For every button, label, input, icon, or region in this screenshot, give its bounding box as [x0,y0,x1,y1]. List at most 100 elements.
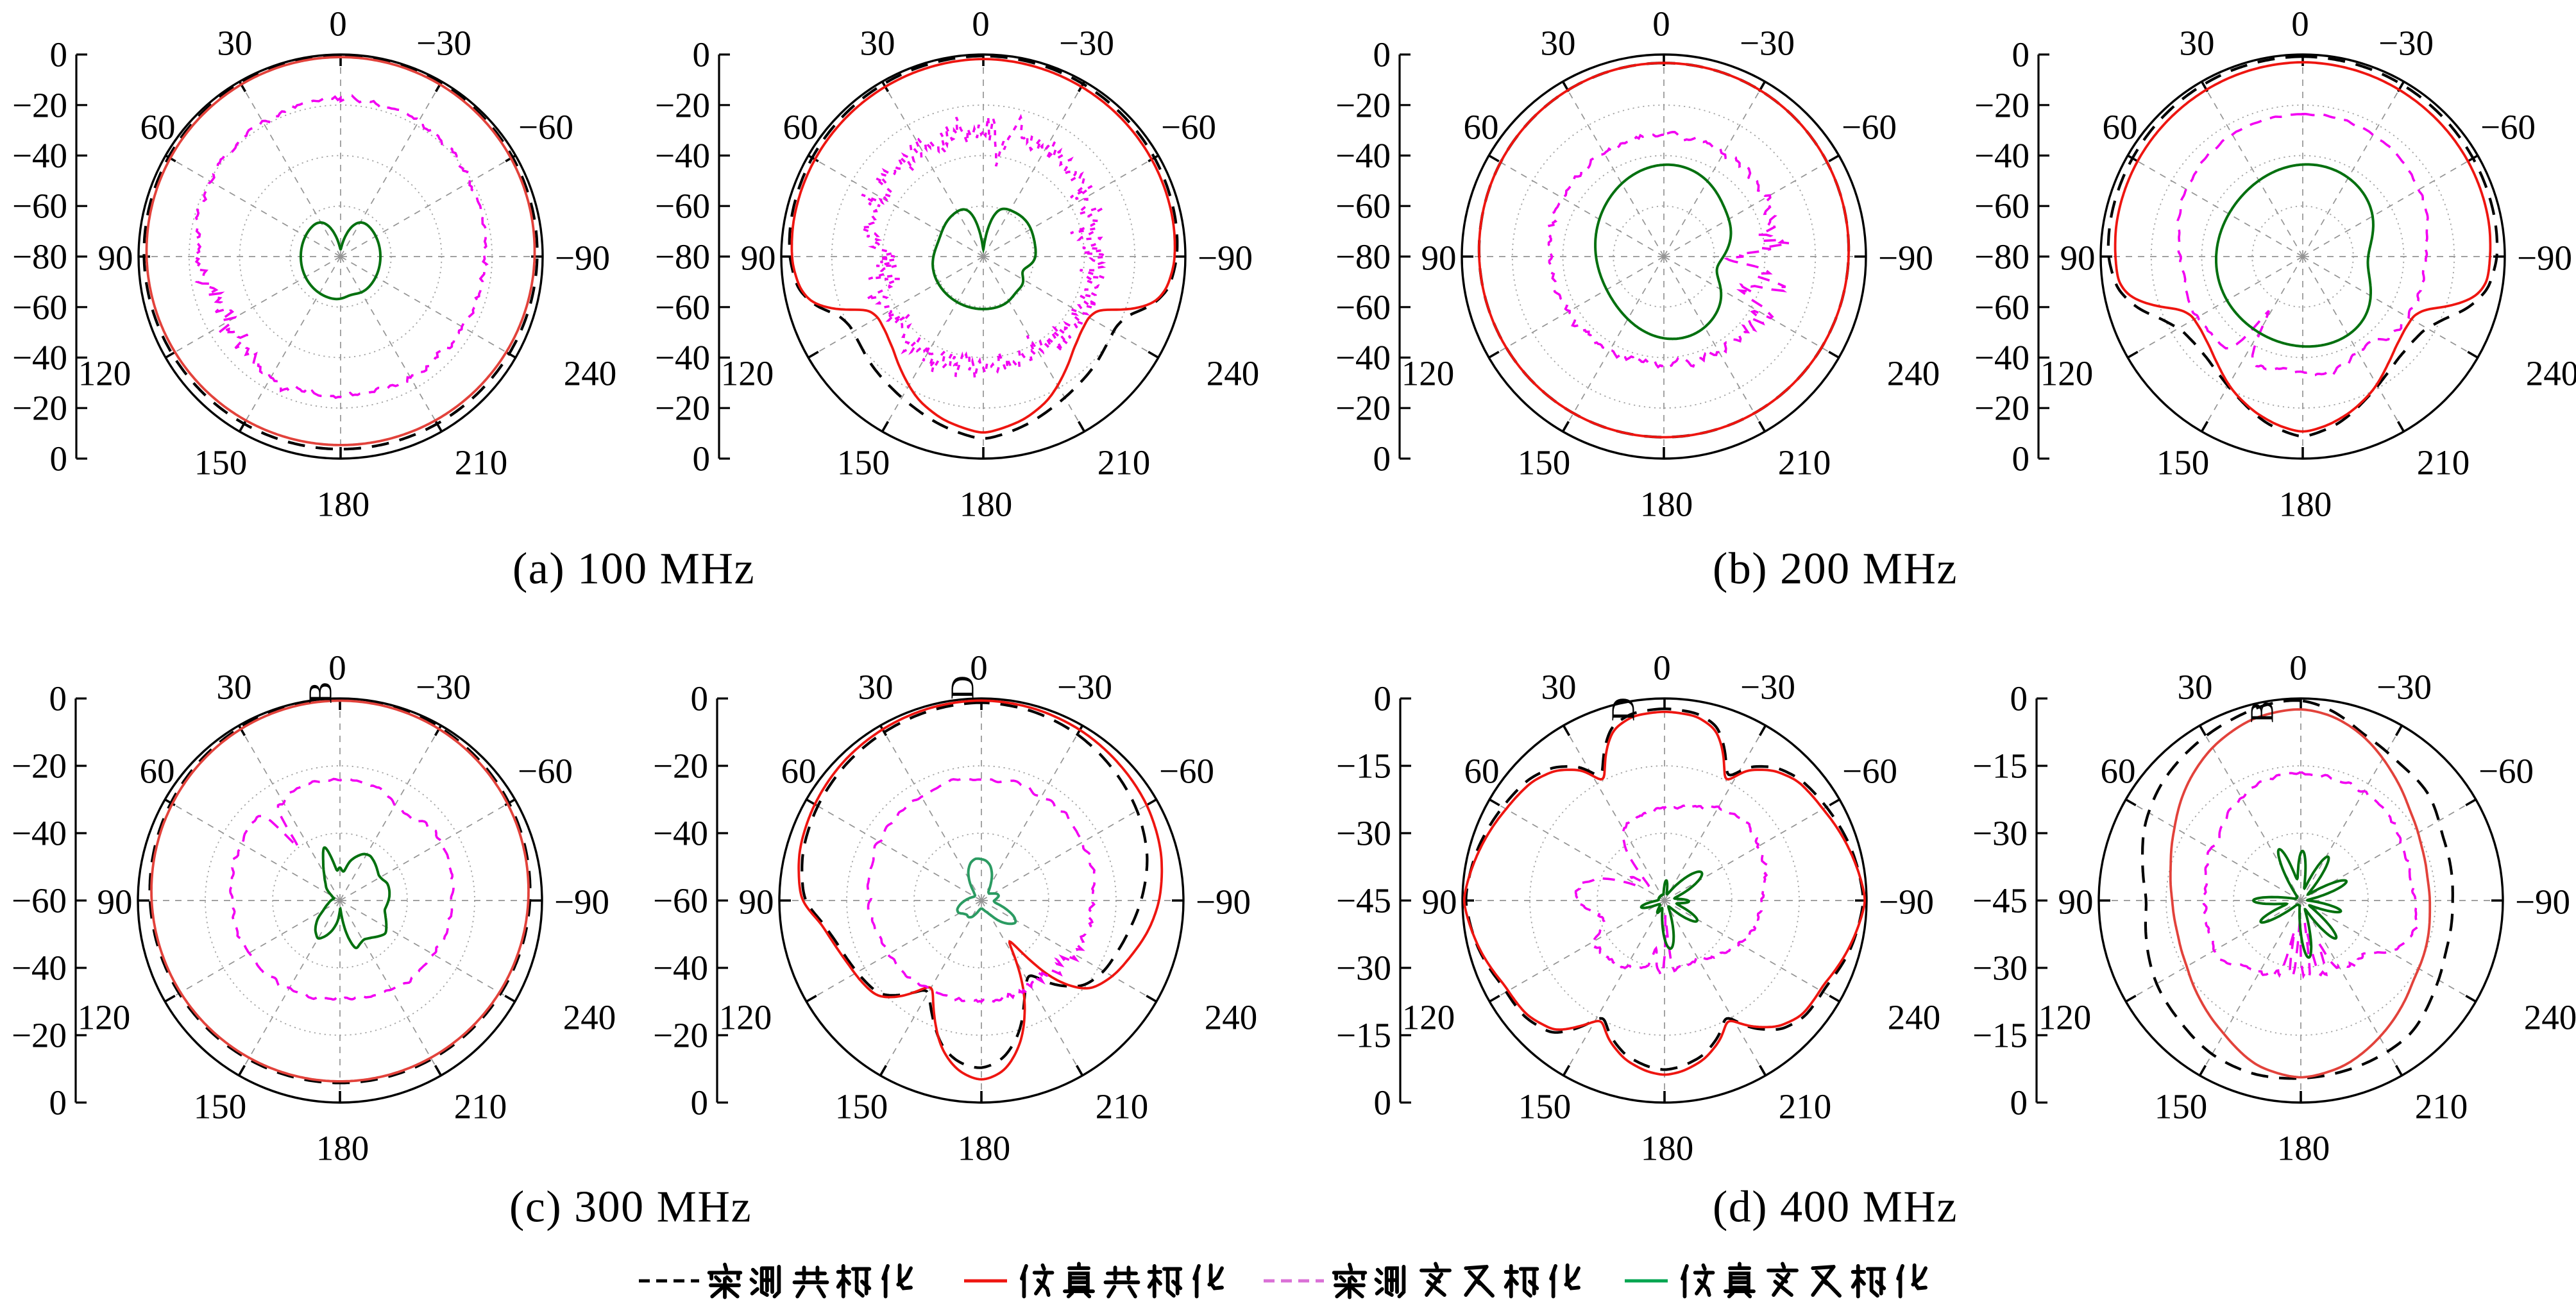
svg-text:−20: −20 [653,747,708,786]
svg-text:−20: −20 [1335,85,1391,124]
svg-text:0: 0 [1653,648,1671,688]
svg-text:210: 210 [1779,1087,1832,1126]
svg-text:−80: −80 [1335,237,1391,276]
svg-text:150: 150 [1518,443,1571,482]
svg-text:180: 180 [317,485,370,524]
svg-text:60: 60 [140,752,175,791]
svg-text:−30: −30 [416,668,471,707]
svg-text:−60: −60 [518,752,573,791]
svg-text:−30: −30 [1336,814,1391,853]
svg-text:60: 60 [1464,108,1499,147]
svg-text:30: 30 [1541,24,1576,63]
svg-text:90: 90 [739,883,774,922]
svg-text:−80: −80 [655,237,710,276]
svg-text:−30: −30 [1972,949,2028,988]
svg-text:0: 0 [50,439,68,478]
svg-text:210: 210 [2415,1087,2468,1126]
svg-text:60: 60 [781,752,817,791]
svg-text:240: 240 [564,354,617,393]
svg-text:60: 60 [2103,108,2138,147]
svg-text:210: 210 [454,1087,507,1126]
svg-text:−60: −60 [1842,108,1897,147]
svg-text:0: 0 [50,35,68,74]
svg-text:−20: −20 [12,1016,67,1055]
svg-text:180: 180 [960,485,1013,524]
svg-text:−20: −20 [653,1016,708,1055]
svg-text:240: 240 [563,998,616,1037]
svg-text:180: 180 [958,1129,1011,1168]
svg-text:30: 30 [217,668,252,707]
svg-text:120: 120 [719,998,772,1037]
svg-text:0: 0 [2291,4,2309,44]
svg-text:−15: −15 [1972,1016,2028,1055]
svg-text:0: 0 [1374,679,1392,718]
svg-text:90: 90 [1422,883,1457,922]
svg-text:0: 0 [328,648,346,688]
svg-text:−20: −20 [12,85,67,124]
svg-text:90: 90 [741,239,776,278]
svg-text:150: 150 [2155,1087,2208,1126]
svg-text:−90: −90 [1196,883,1251,922]
svg-text:(a) 100 MHz: (a) 100 MHz [513,545,755,594]
svg-text:−30: −30 [1740,24,1795,63]
svg-text:150: 150 [194,1087,247,1126]
svg-text:30: 30 [858,668,894,707]
svg-text:240: 240 [1887,354,1940,393]
svg-text:90: 90 [2060,239,2096,278]
svg-text:60: 60 [783,108,818,147]
svg-text:D: D [1606,697,1642,722]
svg-text:180: 180 [2277,1129,2330,1168]
svg-text:30: 30 [860,24,895,63]
svg-text:−40: −40 [1974,136,2029,175]
svg-text:60: 60 [2101,752,2136,791]
svg-text:240: 240 [2526,354,2576,393]
svg-text:−60: −60 [1335,287,1391,326]
svg-text:−40: −40 [1335,136,1391,175]
svg-text:−40: −40 [12,814,67,853]
svg-text:90: 90 [98,239,133,278]
svg-text:−30: −30 [1336,949,1391,988]
svg-text:−60: −60 [655,287,710,326]
svg-text:0: 0 [693,439,711,478]
svg-text:−30: −30 [1057,668,1112,707]
svg-text:0: 0 [2012,439,2030,478]
svg-text:−60: −60 [12,881,67,920]
svg-text:−90: −90 [1878,239,1933,278]
svg-text:−30: −30 [2378,24,2434,63]
svg-text:−30: −30 [1740,668,1795,707]
svg-text:−60: −60 [1842,752,1897,791]
svg-text:−15: −15 [1972,747,2028,786]
svg-text:120: 120 [721,354,774,393]
svg-text:120: 120 [78,998,131,1037]
svg-text:−20: −20 [1974,389,2029,428]
svg-text:0: 0 [2010,1083,2028,1122]
svg-text:−30: −30 [416,24,471,63]
svg-text:−45: −45 [1972,881,2028,920]
svg-text:90: 90 [2058,883,2094,922]
svg-text:240: 240 [1888,998,1941,1037]
svg-text:0: 0 [691,679,709,718]
svg-text:−60: −60 [2480,108,2536,147]
svg-text:240: 240 [2524,998,2576,1037]
svg-text:120: 120 [78,354,131,393]
svg-text:−60: −60 [1335,187,1391,226]
svg-text:30: 30 [2180,24,2215,63]
svg-text:−60: −60 [655,187,710,226]
svg-text:−60: −60 [12,187,67,226]
svg-text:120: 120 [2038,998,2092,1037]
svg-text:0: 0 [1373,439,1391,478]
svg-text:−45: −45 [1336,881,1391,920]
svg-text:−40: −40 [12,949,67,988]
svg-text:−90: −90 [554,883,609,922]
svg-text:60: 60 [140,108,176,147]
svg-text:0: 0 [49,1083,67,1122]
svg-text:−15: −15 [1336,1016,1391,1055]
svg-text:−90: −90 [2515,883,2570,922]
svg-text:−20: −20 [655,389,710,428]
svg-text:−60: −60 [2479,752,2534,791]
svg-text:120: 120 [2040,354,2094,393]
svg-text:30: 30 [217,24,253,63]
svg-text:−90: −90 [2517,239,2572,278]
svg-text:−80: −80 [12,237,67,276]
svg-text:180: 180 [1640,485,1693,524]
